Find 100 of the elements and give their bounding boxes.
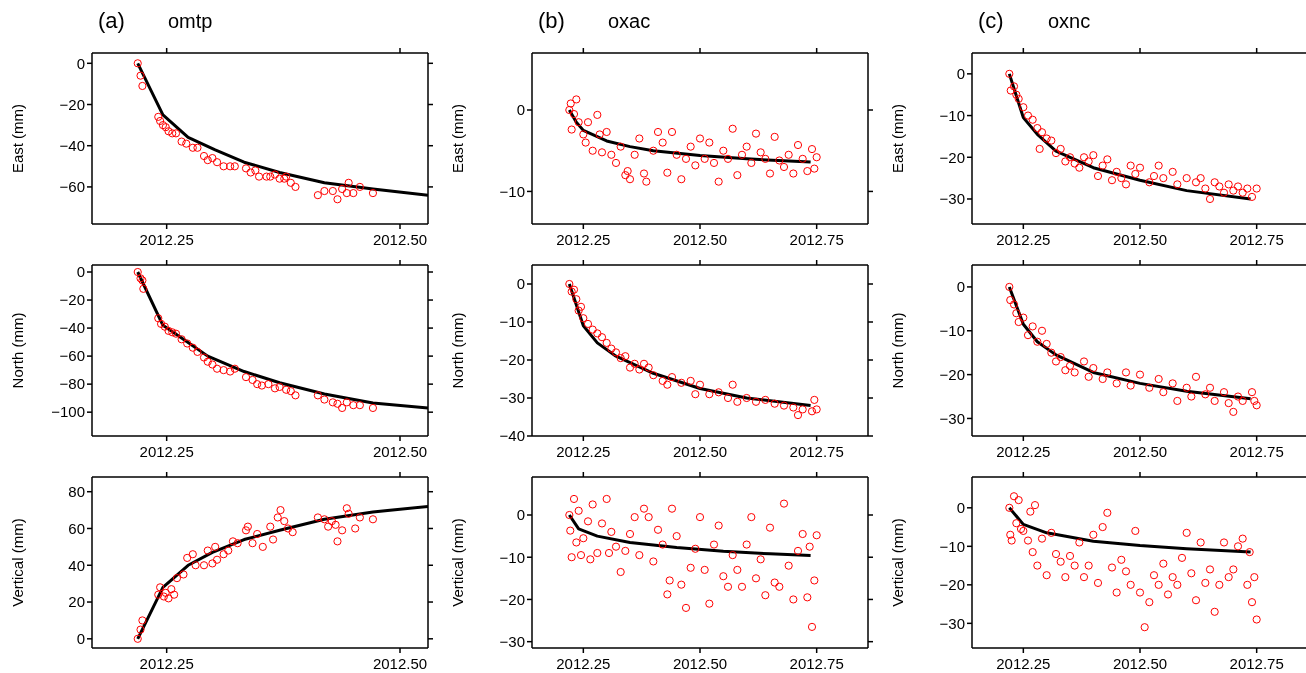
y-axis-title: Vertical (mm) (9, 518, 27, 607)
point (138, 616, 147, 625)
point (751, 397, 761, 406)
point (686, 376, 695, 385)
point (639, 359, 649, 368)
point (1215, 182, 1224, 191)
point (327, 517, 336, 526)
point (644, 363, 653, 372)
point (1196, 174, 1205, 183)
point (1135, 370, 1145, 379)
point (159, 592, 168, 601)
point (208, 153, 217, 163)
point (1191, 372, 1201, 381)
point (349, 401, 358, 410)
point (226, 367, 235, 376)
point (154, 112, 163, 121)
point (264, 380, 273, 389)
point (1117, 174, 1126, 183)
point (179, 570, 188, 579)
point (275, 174, 284, 183)
point (212, 555, 222, 564)
point (138, 81, 147, 91)
point (253, 529, 262, 539)
point (257, 381, 266, 390)
y-tick-label: −60 (59, 347, 85, 365)
point (313, 391, 322, 400)
point (569, 285, 579, 294)
point (203, 546, 212, 555)
point (1135, 163, 1145, 172)
point (574, 306, 583, 315)
y-tick-label: −40 (59, 319, 85, 337)
point (1033, 123, 1042, 133)
point (567, 287, 576, 296)
point (136, 71, 145, 80)
x-tick-label: 2012.25 (996, 655, 1051, 672)
point (266, 522, 275, 531)
point (1107, 176, 1117, 185)
point (1126, 381, 1135, 390)
point (226, 162, 235, 171)
point (167, 585, 176, 594)
point (1219, 188, 1229, 197)
y-axis-title: East (mm) (449, 103, 467, 174)
point (355, 401, 364, 410)
point (241, 164, 251, 173)
point (248, 375, 257, 385)
x-tick-label: 2012.75 (789, 231, 844, 248)
point (583, 319, 593, 328)
point (1224, 399, 1233, 408)
point (565, 279, 574, 289)
y-tick-label: −20 (939, 148, 965, 166)
point (723, 393, 733, 403)
point (1205, 383, 1215, 392)
point (597, 333, 607, 342)
point (1145, 383, 1154, 392)
point (1243, 184, 1252, 193)
point (275, 382, 284, 392)
point (1103, 368, 1112, 377)
y-axis-title: East (mm) (9, 103, 27, 174)
point (246, 168, 255, 177)
point (183, 553, 192, 562)
point (199, 561, 209, 570)
point (1233, 392, 1243, 401)
x-tick-label: 2012.25 (996, 231, 1051, 248)
point (1042, 134, 1051, 143)
point (810, 395, 819, 404)
point (313, 191, 322, 200)
point (262, 172, 271, 181)
y-tick-label: 60 (68, 519, 85, 537)
y-axis-title: East (mm) (889, 103, 907, 174)
point (211, 542, 220, 551)
point (368, 515, 378, 524)
point (133, 634, 142, 643)
chart-title: omtp (168, 10, 213, 33)
point (164, 127, 173, 136)
point (253, 380, 262, 389)
point (333, 399, 342, 408)
point (1047, 136, 1056, 145)
x-tick-label: 2012.75 (1229, 655, 1284, 672)
point (611, 348, 621, 357)
point (168, 129, 177, 138)
x-tick-label: 2012.50 (1112, 443, 1168, 460)
point (320, 515, 329, 524)
point (1056, 144, 1065, 154)
point (177, 137, 186, 146)
point (193, 143, 202, 152)
point (572, 295, 581, 304)
point (1247, 388, 1257, 397)
point (1065, 153, 1075, 162)
point (1229, 186, 1238, 195)
point (1006, 86, 1015, 95)
point (1205, 194, 1215, 204)
y-axis-title: Vertical (mm) (889, 518, 907, 607)
text: (c) (978, 8, 1004, 34)
point (1014, 94, 1023, 103)
point (1121, 368, 1131, 377)
point (1154, 161, 1163, 170)
point (1098, 374, 1107, 384)
x-tick-label: 2012.25 (139, 443, 194, 460)
point (320, 395, 329, 404)
point (1023, 331, 1033, 340)
